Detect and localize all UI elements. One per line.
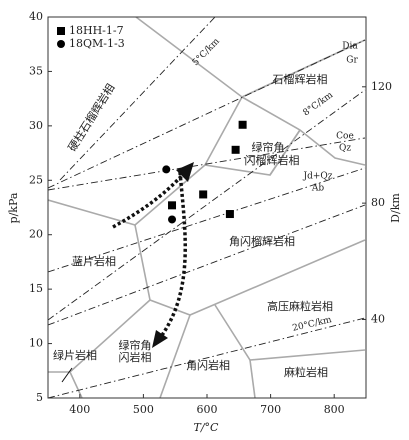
legend-label: 18QM-1-3 xyxy=(69,37,125,50)
point xyxy=(168,201,177,210)
point xyxy=(225,210,234,219)
facies-label: 闪岩相 xyxy=(119,350,152,364)
y-tick-label: 30 xyxy=(29,119,43,132)
point xyxy=(238,120,247,129)
y-axis-label: p/kPa xyxy=(7,192,20,223)
x-tick-label: 600 xyxy=(197,403,218,416)
facies-label: 闪榴辉岩相 xyxy=(245,153,300,167)
facies-label: 蓝片岩相 xyxy=(72,254,116,268)
line-label: 20°C/km xyxy=(292,315,334,334)
point xyxy=(162,165,171,174)
y-tick-label: 15 xyxy=(29,282,43,295)
line-label: Gr xyxy=(346,56,358,66)
x-tick-label: 400 xyxy=(69,403,90,416)
facies-label: 角闪榴辉岩相 xyxy=(229,234,295,248)
line-label: Qz xyxy=(339,144,351,154)
x-tick-label: 700 xyxy=(260,403,281,416)
line-label: 5°C/km xyxy=(191,36,222,68)
facies-label: 石榴辉岩相 xyxy=(273,72,328,86)
point xyxy=(168,215,177,224)
y-tick-label: 10 xyxy=(29,337,43,350)
x-tick-label: 500 xyxy=(133,403,154,416)
line-label: 8°C/km xyxy=(302,90,336,118)
line-label: Coe xyxy=(336,132,354,142)
facies-label: 高压麻粒岩相 xyxy=(267,299,333,313)
facies-label: 绿帘角 xyxy=(252,140,285,154)
line-label: Jd+Qz xyxy=(302,172,332,182)
facies-label: 麻粒岩相 xyxy=(284,365,328,379)
y-tick-label: 5 xyxy=(36,391,43,404)
x-axis-label: T/°C xyxy=(194,421,220,434)
facies-label: 绿片岩相 xyxy=(53,348,97,362)
y2-tick-label: 40 xyxy=(371,312,385,325)
legend-marker xyxy=(57,40,65,48)
annotations: 硬柱石榴辉岩相 石榴辉岩相 绿帘角 闪榴辉岩相 角闪榴辉岩相 蓝片岩相 高压麻粒… xyxy=(53,36,358,379)
line-label: Dia xyxy=(342,42,358,52)
y-tick-label: 35 xyxy=(29,64,43,77)
legend-marker xyxy=(57,27,65,35)
point xyxy=(231,145,240,154)
line-label: Ab xyxy=(311,184,324,194)
facies-boundaries xyxy=(48,17,366,398)
x-tick-label: 800 xyxy=(324,403,345,416)
y2-tick-label: 120 xyxy=(371,80,392,93)
y-tick-label: 40 xyxy=(29,10,43,23)
legend-label: 18HH-1-7 xyxy=(69,24,124,37)
y-tick-label: 25 xyxy=(29,173,43,186)
y-tick-label: 20 xyxy=(29,228,43,241)
y2-tick-label: 80 xyxy=(371,196,385,209)
facies-label: 角闪岩相 xyxy=(186,358,230,372)
facies-label: 绿帘角 xyxy=(119,338,152,352)
y2-axis-label: D/km xyxy=(389,193,402,223)
point xyxy=(199,190,208,199)
facies-label: 硬柱石榴辉岩相 xyxy=(65,81,118,154)
